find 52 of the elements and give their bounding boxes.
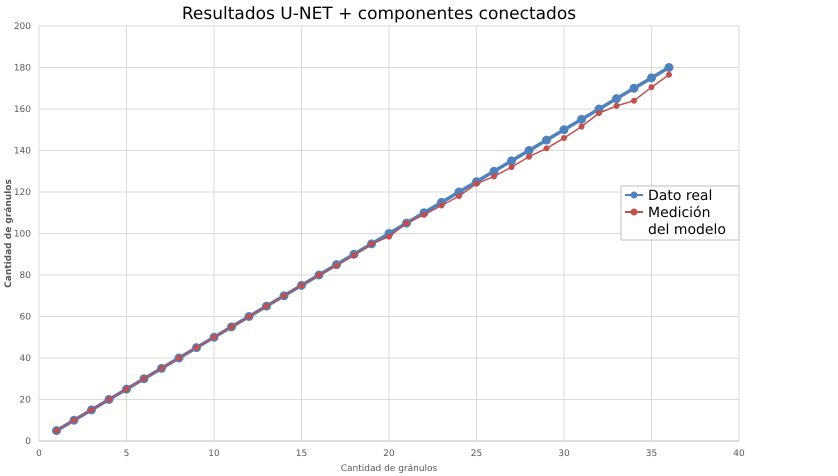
point (631, 98, 637, 104)
point (612, 94, 621, 104)
y-tick-label: 200 (14, 22, 32, 32)
point (456, 193, 462, 200)
point (596, 110, 602, 116)
y-tick-label: 180 (14, 64, 32, 74)
x-tick-label: 20 (383, 449, 395, 459)
point (648, 84, 654, 90)
legend-label: Dato real (648, 188, 712, 204)
y-tick-label: 120 (14, 188, 32, 198)
x-tick-label: 0 (36, 449, 42, 459)
point (614, 102, 620, 109)
point (577, 114, 586, 124)
x-tick-label: 10 (208, 449, 220, 459)
point (647, 73, 656, 82)
point (507, 156, 516, 166)
y-tick-label: 40 (20, 354, 32, 364)
x-tick-label: 15 (296, 449, 308, 459)
point (438, 202, 444, 208)
chart-title: Resultados U-NET + componentes conectados (182, 4, 576, 24)
y-tick-label: 20 (20, 396, 32, 406)
x-tick-label: 35 (646, 449, 658, 459)
point (524, 146, 534, 155)
y-tick-label: 160 (14, 105, 32, 115)
point (386, 234, 392, 240)
point (421, 212, 427, 218)
point (560, 125, 568, 134)
point (542, 136, 551, 145)
point (561, 135, 567, 142)
point (544, 145, 550, 152)
point (508, 164, 514, 170)
y-tick-label: 0 (25, 437, 32, 447)
point (664, 63, 674, 72)
point (351, 252, 357, 258)
legend-label: Medición del modelo (648, 205, 726, 238)
point (334, 262, 340, 269)
point (666, 72, 672, 78)
x-tick-label: 40 (733, 449, 745, 459)
x-tick-label: 5 (124, 449, 130, 459)
y-axis-title: Cantidad de gránulos (3, 179, 14, 288)
y-tick-label: 60 (20, 312, 32, 322)
x-tick-label: 30 (558, 449, 570, 459)
y-tick-label: 80 (20, 271, 32, 281)
x-tick-label: 25 (470, 449, 482, 459)
y-tick-label: 140 (14, 146, 32, 156)
x-axis-title: Cantidad de gránulos (340, 463, 438, 474)
point (474, 180, 480, 187)
point (491, 173, 497, 180)
point (630, 84, 638, 93)
point (578, 124, 584, 130)
y-tick-label: 100 (14, 230, 32, 240)
point (526, 154, 532, 160)
